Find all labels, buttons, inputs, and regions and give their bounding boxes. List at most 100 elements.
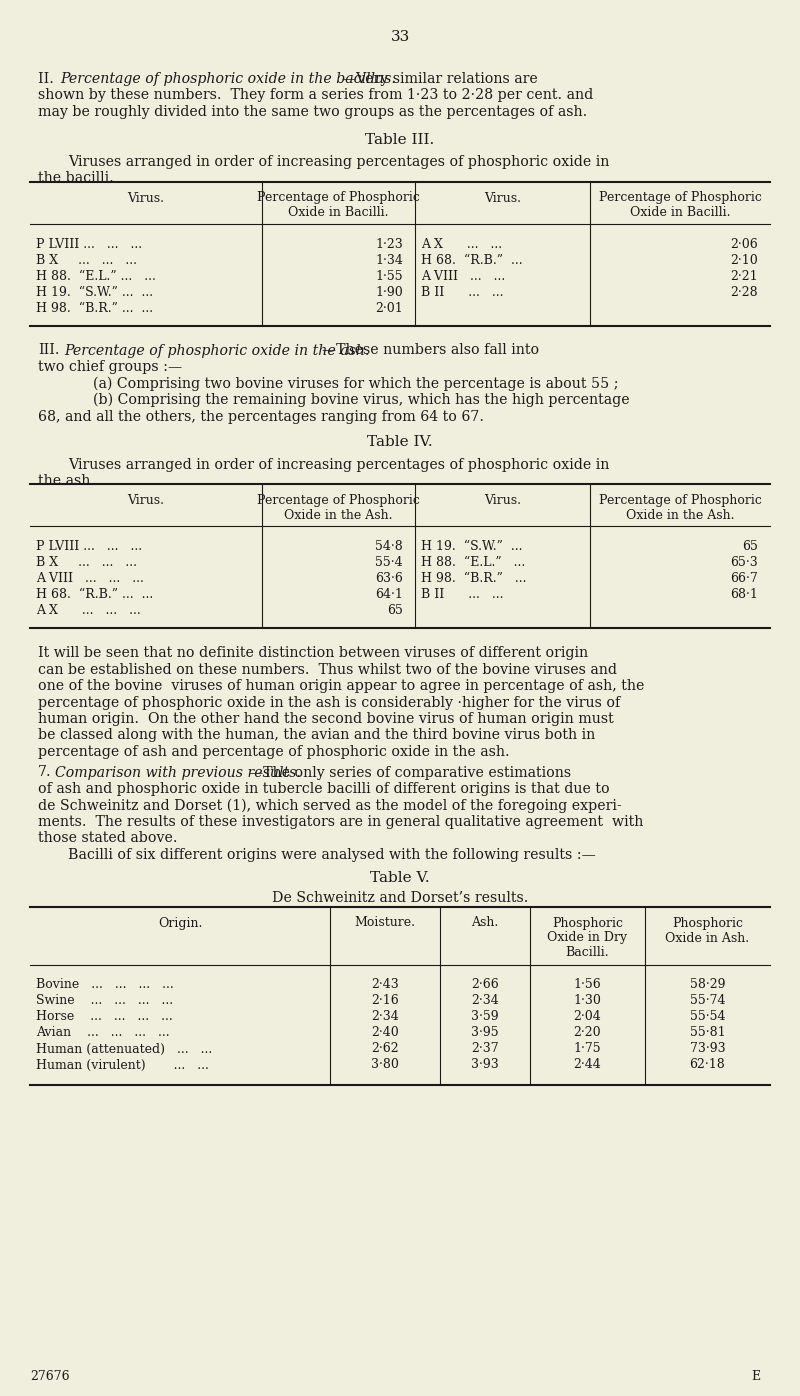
Text: may be roughly divided into the same two groups as the percentages of ash.: may be roughly divided into the same two… xyxy=(38,105,587,119)
Text: B II      ...   ...: B II ... ... xyxy=(421,588,503,602)
Text: H 68.  “R.B.” ...  ...: H 68. “R.B.” ... ... xyxy=(36,588,154,602)
Text: B II      ...   ...: B II ... ... xyxy=(421,286,503,299)
Text: 3·59: 3·59 xyxy=(471,1011,499,1023)
Text: B X     ...   ...   ...: B X ... ... ... xyxy=(36,254,137,267)
Text: 27676: 27676 xyxy=(30,1369,70,1383)
Text: Table IV.: Table IV. xyxy=(367,436,433,450)
Text: 2·04: 2·04 xyxy=(574,1011,602,1023)
Text: 2·16: 2·16 xyxy=(371,994,399,1008)
Text: Human (virulent)       ...   ...: Human (virulent) ... ... xyxy=(36,1058,209,1072)
Text: Percentage of phosphoric oxide in the ash.: Percentage of phosphoric oxide in the as… xyxy=(64,343,370,357)
Text: 2·21: 2·21 xyxy=(730,269,758,282)
Text: 68, and all the others, the percentages ranging from 64 to 67.: 68, and all the others, the percentages … xyxy=(38,409,484,423)
Text: 73·93: 73·93 xyxy=(690,1043,726,1055)
Text: E: E xyxy=(751,1369,760,1383)
Text: Moisture.: Moisture. xyxy=(354,917,415,930)
Text: Virus.: Virus. xyxy=(484,494,521,507)
Text: (b) Comprising the remaining bovine virus, which has the high percentage: (b) Comprising the remaining bovine viru… xyxy=(93,394,630,408)
Text: 2·40: 2·40 xyxy=(371,1026,399,1040)
Text: —The only series of comparative estimations: —The only series of comparative estimati… xyxy=(249,765,571,779)
Text: 3·93: 3·93 xyxy=(471,1058,499,1072)
Text: Percentage of phosphoric oxide in the bacillus.: Percentage of phosphoric oxide in the ba… xyxy=(60,73,396,87)
Text: A X      ...   ...: A X ... ... xyxy=(421,237,502,250)
Text: 3·95: 3·95 xyxy=(471,1026,499,1040)
Text: H 98.  “B.R.” ...  ...: H 98. “B.R.” ... ... xyxy=(36,302,153,314)
Text: can be established on these numbers.  Thus whilst two of the bovine viruses and: can be established on these numbers. Thu… xyxy=(38,663,617,677)
Text: Virus.: Virus. xyxy=(127,191,165,204)
Text: 62·18: 62·18 xyxy=(690,1058,726,1072)
Text: Phosphoric
Oxide in Dry
Bacilli.: Phosphoric Oxide in Dry Bacilli. xyxy=(547,917,627,959)
Text: 2·20: 2·20 xyxy=(574,1026,602,1040)
Text: Bacilli of six different origins were analysed with the following results :—: Bacilli of six different origins were an… xyxy=(68,847,596,861)
Text: —These numbers also fall into: —These numbers also fall into xyxy=(322,343,539,357)
Text: 2·28: 2·28 xyxy=(730,286,758,299)
Text: H 98.  “B.R.”   ...: H 98. “B.R.” ... xyxy=(421,572,526,585)
Text: Percentage of Phosphoric
Oxide in the Ash.: Percentage of Phosphoric Oxide in the As… xyxy=(257,494,420,522)
Text: Table III.: Table III. xyxy=(366,133,434,147)
Text: A X      ...   ...   ...: A X ... ... ... xyxy=(36,604,141,617)
Text: III.: III. xyxy=(38,343,59,357)
Text: 1·55: 1·55 xyxy=(375,269,403,282)
Text: (a) Comprising two bovine viruses for which the percentage is about 55 ;: (a) Comprising two bovine viruses for wh… xyxy=(93,377,618,391)
Text: B X     ...   ...   ...: B X ... ... ... xyxy=(36,556,137,570)
Text: Table V.: Table V. xyxy=(370,871,430,885)
Text: 55·4: 55·4 xyxy=(375,556,403,570)
Text: Percentage of Phosphoric
Oxide in Bacilli.: Percentage of Phosphoric Oxide in Bacill… xyxy=(257,191,420,219)
Text: Virus.: Virus. xyxy=(484,191,521,204)
Text: be classed along with the human, the avian and the third bovine virus both in: be classed along with the human, the avi… xyxy=(38,729,595,743)
Text: 2·01: 2·01 xyxy=(375,302,403,314)
Text: A VIII   ...   ...: A VIII ... ... xyxy=(421,269,506,282)
Text: 1·56: 1·56 xyxy=(574,979,602,991)
Text: Viruses arranged in order of increasing percentages of phosphoric oxide in: Viruses arranged in order of increasing … xyxy=(68,155,610,169)
Text: 1·90: 1·90 xyxy=(375,286,403,299)
Text: Percentage of Phosphoric
Oxide in the Ash.: Percentage of Phosphoric Oxide in the As… xyxy=(598,494,762,522)
Text: H 68.  “R.B.”  ...: H 68. “R.B.” ... xyxy=(421,254,522,267)
Text: human origin.  On the other hand the second bovine virus of human origin must: human origin. On the other hand the seco… xyxy=(38,712,614,726)
Text: Avian    ...   ...   ...   ...: Avian ... ... ... ... xyxy=(36,1026,170,1040)
Text: P LVIII ...   ...   ...: P LVIII ... ... ... xyxy=(36,540,142,553)
Text: Percentage of Phosphoric
Oxide in Bacilli.: Percentage of Phosphoric Oxide in Bacill… xyxy=(598,191,762,219)
Text: 65·3: 65·3 xyxy=(730,556,758,570)
Text: 2·43: 2·43 xyxy=(371,979,399,991)
Text: H 19.  “S.W.”  ...: H 19. “S.W.” ... xyxy=(421,540,522,553)
Text: 2·37: 2·37 xyxy=(471,1043,499,1055)
Text: of ash and phosphoric oxide in tubercle bacilli of different origins is that due: of ash and phosphoric oxide in tubercle … xyxy=(38,782,610,796)
Text: 2·44: 2·44 xyxy=(574,1058,602,1072)
Text: one of the bovine  viruses of human origin appear to agree in percentage of ash,: one of the bovine viruses of human origi… xyxy=(38,678,644,692)
Text: 2·34: 2·34 xyxy=(471,994,499,1008)
Text: the ash.: the ash. xyxy=(38,475,95,489)
Text: Bovine   ...   ...   ...   ...: Bovine ... ... ... ... xyxy=(36,979,174,991)
Text: De Schweinitz and Dorset’s results.: De Schweinitz and Dorset’s results. xyxy=(272,891,528,905)
Text: 2·34: 2·34 xyxy=(371,1011,399,1023)
Text: 2·10: 2·10 xyxy=(730,254,758,267)
Text: II.: II. xyxy=(38,73,57,87)
Text: 65: 65 xyxy=(387,604,403,617)
Text: —Very similar relations are: —Very similar relations are xyxy=(342,73,538,87)
Text: 68·1: 68·1 xyxy=(730,588,758,602)
Text: 55·54: 55·54 xyxy=(690,1011,726,1023)
Text: two chief groups :—: two chief groups :— xyxy=(38,360,182,374)
Text: 1·75: 1·75 xyxy=(574,1043,602,1055)
Text: Origin.: Origin. xyxy=(158,917,202,930)
Text: It will be seen that no definite distinction between viruses of different origin: It will be seen that no definite distinc… xyxy=(38,646,588,660)
Text: 1·23: 1·23 xyxy=(375,237,403,250)
Text: those stated above.: those stated above. xyxy=(38,832,178,846)
Text: percentage of ash and percentage of phosphoric oxide in the ash.: percentage of ash and percentage of phos… xyxy=(38,745,510,759)
Text: shown by these numbers.  They form a series from 1·23 to 2·28 per cent. and: shown by these numbers. They form a seri… xyxy=(38,88,594,102)
Text: 63·6: 63·6 xyxy=(375,572,403,585)
Text: Comparison with previous results.: Comparison with previous results. xyxy=(55,765,301,779)
Text: H 19.  “S.W.” ...  ...: H 19. “S.W.” ... ... xyxy=(36,286,153,299)
Text: Viruses arranged in order of increasing percentages of phosphoric oxide in: Viruses arranged in order of increasing … xyxy=(68,458,610,472)
Text: 1·30: 1·30 xyxy=(574,994,602,1008)
Text: 1·34: 1·34 xyxy=(375,254,403,267)
Text: H 88.  “E.L.” ...   ...: H 88. “E.L.” ... ... xyxy=(36,269,156,282)
Text: 66·7: 66·7 xyxy=(730,572,758,585)
Text: Phosphoric
Oxide in Ash.: Phosphoric Oxide in Ash. xyxy=(666,917,750,945)
Text: 2·66: 2·66 xyxy=(471,979,499,991)
Text: Swine    ...   ...   ...   ...: Swine ... ... ... ... xyxy=(36,994,173,1008)
Text: 2·06: 2·06 xyxy=(730,237,758,250)
Text: 7.: 7. xyxy=(38,765,52,779)
Text: Human (attenuated)   ...   ...: Human (attenuated) ... ... xyxy=(36,1043,212,1055)
Text: H 88.  “E.L.”   ...: H 88. “E.L.” ... xyxy=(421,556,526,570)
Text: 33: 33 xyxy=(390,29,410,45)
